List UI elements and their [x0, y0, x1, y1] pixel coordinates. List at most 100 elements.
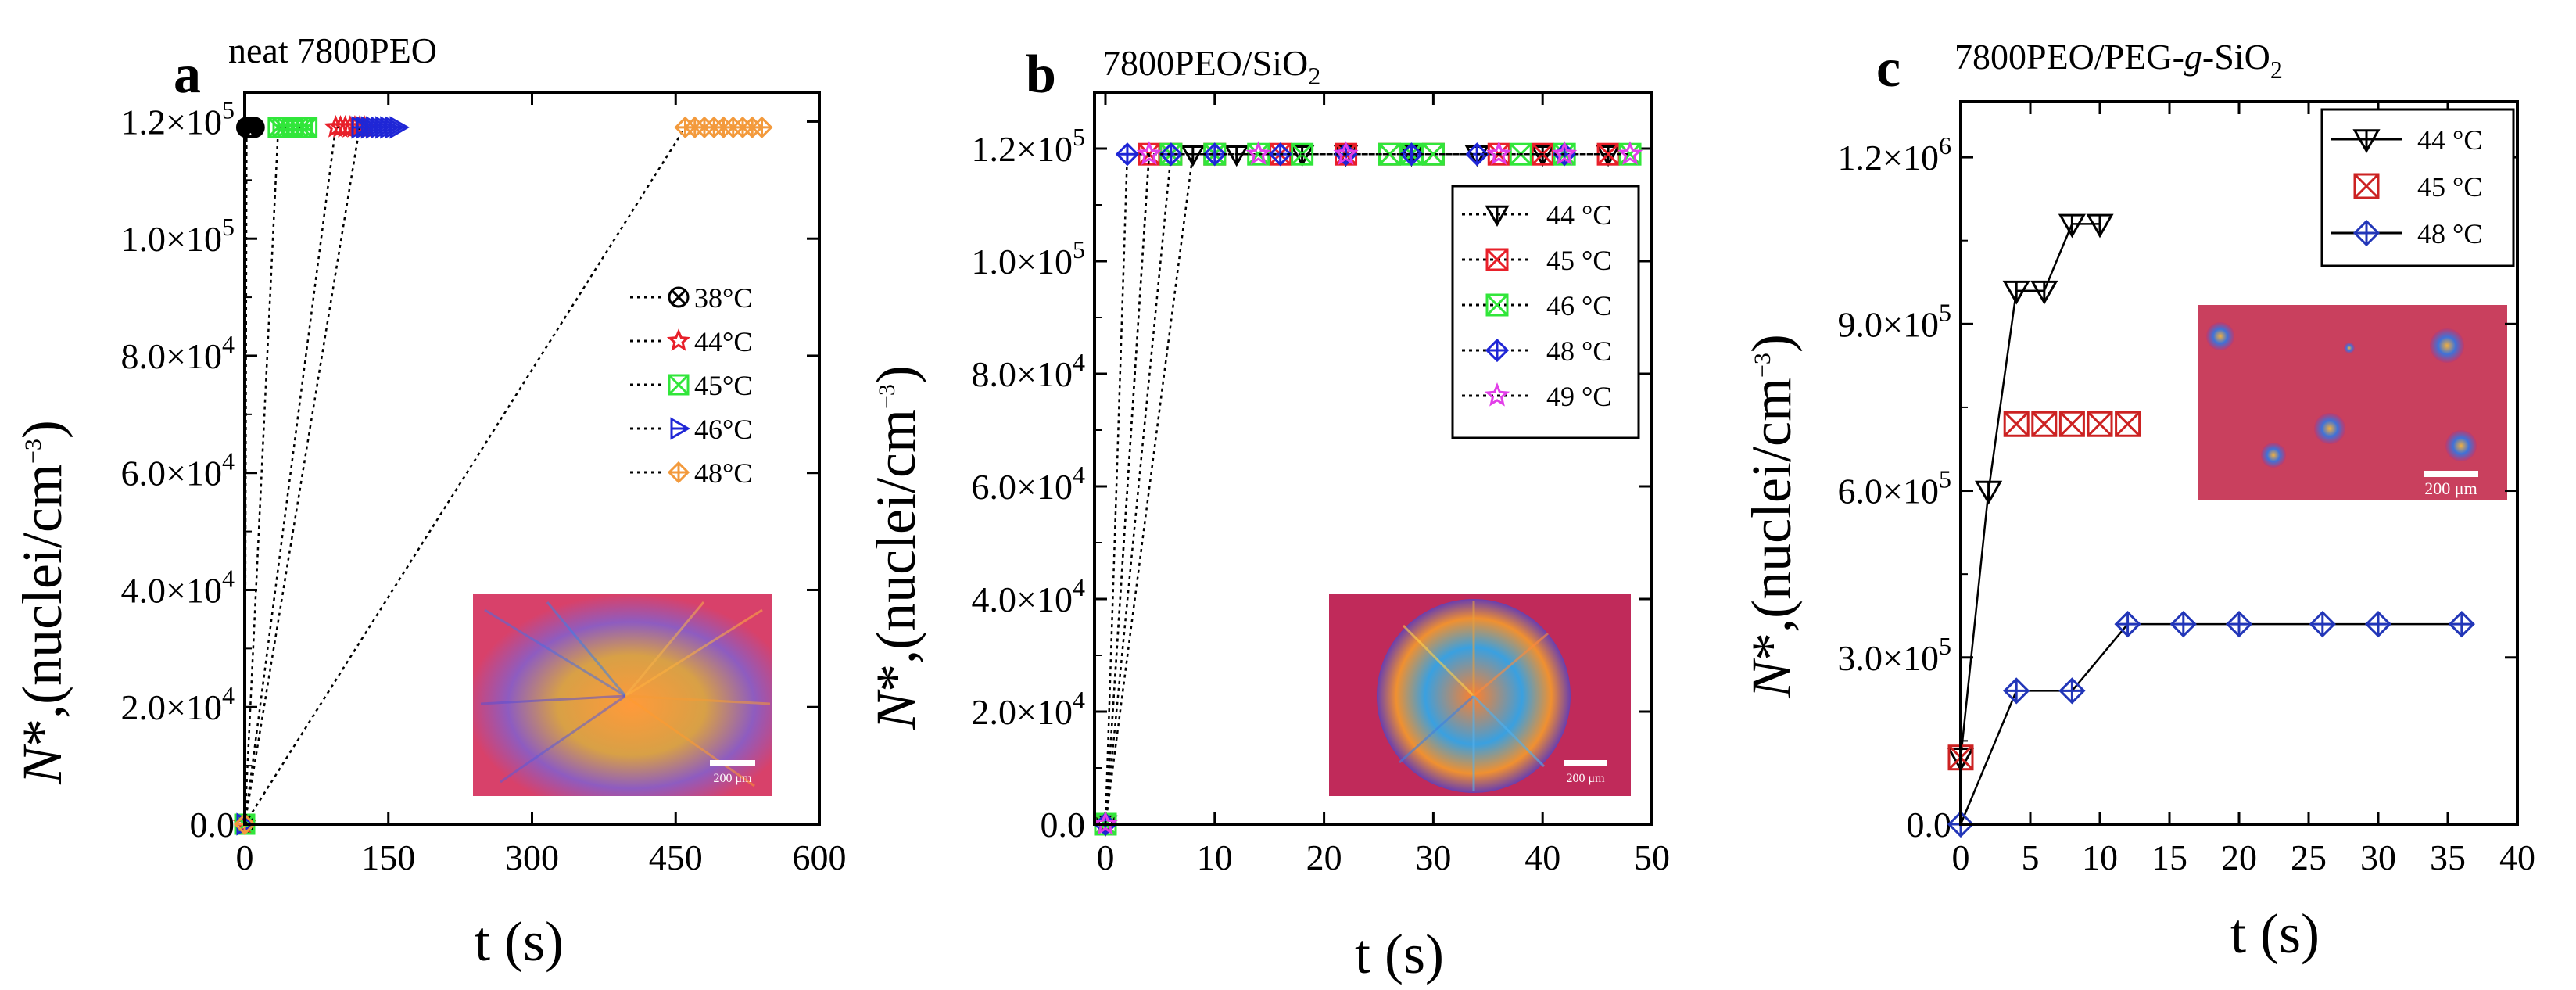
- panel-c-plot: 0 5 10 15 20 25 30 35 40 0.0 3.0×105 6.0×105 9.0×105…: [1838, 102, 2535, 877]
- panel-c-letter: c: [1876, 38, 1901, 99]
- legend-b-45-label: 45 °C: [1546, 245, 1611, 276]
- x-tick-label: 0: [1952, 838, 1970, 877]
- legend-marker-symbol: [1485, 338, 1510, 363]
- panel-a-ylabel: N*,(nuclei/cm−3): [11, 420, 73, 785]
- data-point: [1115, 142, 1140, 167]
- data-point: [389, 116, 410, 139]
- legend-c-44: 44 °C: [2331, 124, 2482, 156]
- legend-a-46-marker: [670, 417, 691, 440]
- x-tick-label: 30: [2360, 838, 2396, 877]
- legend-a-45-label: 45°C: [694, 370, 752, 401]
- panel-b-frame: [1093, 91, 1653, 826]
- data-point: [2364, 611, 2392, 638]
- data-point: [1224, 145, 1249, 167]
- legend-a-38-label: 38°C: [694, 282, 752, 314]
- legend-b-44: 44 °C: [1462, 199, 1611, 231]
- data-point: [2058, 411, 2085, 437]
- legend-b-45: 45 °C: [1462, 245, 1611, 276]
- legend-b-49: 49 °C: [1462, 381, 1611, 412]
- legend-b-49-marker: [1484, 382, 1510, 407]
- legend-marker-symbol: [2353, 173, 2380, 199]
- x-tick-label: 450: [649, 838, 703, 877]
- data-point: [2030, 280, 2058, 305]
- data-point: [2003, 677, 2030, 705]
- legend-a-45: 45°C: [630, 370, 752, 401]
- data-point: [2087, 411, 2113, 437]
- data-point: [2309, 611, 2336, 638]
- y-tick-label: 4.0×104: [121, 564, 235, 610]
- y-tick-label: 6.0×104: [121, 447, 235, 493]
- data-point: [1333, 141, 1359, 165]
- legend-a-44-marker: [666, 328, 691, 351]
- series-line-49: [1104, 152, 1630, 825]
- data-point: [1486, 141, 1512, 165]
- series-line-45: [243, 126, 307, 825]
- legend-c-45: 45 °C: [2353, 171, 2482, 203]
- data-point: [1552, 141, 1578, 165]
- legend-b-45-marker: [1485, 248, 1509, 271]
- legend-b-44-label: 44 °C: [1546, 199, 1611, 231]
- panel-a-xlabel: t (s): [475, 910, 564, 973]
- legend-b-46-marker: [1485, 293, 1509, 317]
- legend-c-48-marker: [2352, 219, 2381, 247]
- data-point: [2448, 611, 2475, 638]
- data-point: [1136, 141, 1163, 165]
- data-point: [1092, 811, 1119, 835]
- legend-b-48-marker: [1485, 338, 1510, 363]
- panel-c-inset-spherulite: [2314, 413, 2345, 444]
- x-tick-label: 25: [2291, 838, 2327, 877]
- y-tick-label: 9.0×105: [1838, 298, 1951, 344]
- data-point: [751, 116, 773, 139]
- panel-b-title: 7800PEO/SiO2: [1102, 43, 1320, 90]
- x-tick-label: 5: [2022, 838, 2040, 877]
- panel-b-ylabel: N*,(nuclei/cm−3): [865, 365, 927, 730]
- panel-a-title: neat 7800PEO: [228, 30, 437, 70]
- x-tick-label: 300: [505, 838, 559, 877]
- legend-marker-symbol: [667, 461, 690, 484]
- panel-a: a neat 7800PEO N*,(nuclei/cm−3) t (s) 20…: [11, 30, 847, 973]
- data-point: [2058, 677, 2086, 705]
- x-tick-label: 10: [2082, 838, 2118, 877]
- legend-a-38: 38°C: [630, 282, 752, 314]
- panel-c-ylabel: N*,(nuclei/cm−3): [1740, 334, 1803, 699]
- panel-c-legend: 44 °C 45 °C 48 °C: [2320, 108, 2515, 267]
- data-point: [1159, 142, 1183, 167]
- panel-b-legend: 44 °C 45 °C 46 °C 48 °C 49 °C: [1451, 185, 1640, 439]
- x-tick-label: 600: [793, 838, 847, 877]
- panel-c-title: 7800PEO/PEG-g-SiO2: [1954, 37, 2283, 84]
- data-point: [1245, 141, 1271, 165]
- legend-c-44-marker: [2352, 129, 2381, 154]
- legend-b-48: 48 °C: [1462, 335, 1611, 367]
- panel-c-xlabel: t (s): [2230, 902, 2320, 965]
- legend-marker-symbol: [1484, 382, 1510, 407]
- y-tick-label: 1.0×105: [972, 235, 1085, 282]
- data-point: [1975, 480, 2003, 505]
- series-line-46: [243, 126, 398, 825]
- panel-a-legend: 38°C 44°C 45°C 46°C 48°C: [630, 282, 752, 489]
- x-tick-label: 0: [236, 838, 254, 877]
- panel-b-inset: 200 μm: [1329, 594, 1631, 796]
- panel-b-letter: b: [1026, 45, 1056, 105]
- legend-a-38-marker: [668, 286, 690, 308]
- y-tick-label: 0.0: [190, 805, 235, 845]
- y-tick-label: 0.0: [1907, 805, 1952, 845]
- panel-c-inset: 200 μm: [2198, 305, 2507, 500]
- legend-a-45-marker: [668, 374, 690, 396]
- y-tick-label: 2.0×104: [121, 681, 235, 727]
- x-tick-label: 150: [361, 838, 415, 877]
- data-point: [2003, 411, 2030, 437]
- x-tick-label: 10: [1197, 838, 1233, 877]
- legend-c-48: 48 °C: [2331, 218, 2482, 249]
- panel-a-letter: a: [174, 45, 201, 105]
- legend-marker-symbol: [668, 374, 690, 396]
- y-tick-label: 6.0×104: [972, 461, 1085, 507]
- y-tick-label: 0.0: [1041, 805, 1086, 845]
- panel-b: b 7800PEO/SiO2 N*,(nuclei/cm−3) t (s) 20…: [865, 43, 1670, 985]
- legend-c-45-marker: [2353, 173, 2380, 199]
- legend-a-44: 44°C: [630, 326, 752, 357]
- data-point: [2225, 611, 2253, 638]
- legend-marker-symbol: [2352, 129, 2381, 154]
- legend-b-49-label: 49 °C: [1546, 381, 1611, 412]
- legend-marker-symbol: [666, 328, 691, 351]
